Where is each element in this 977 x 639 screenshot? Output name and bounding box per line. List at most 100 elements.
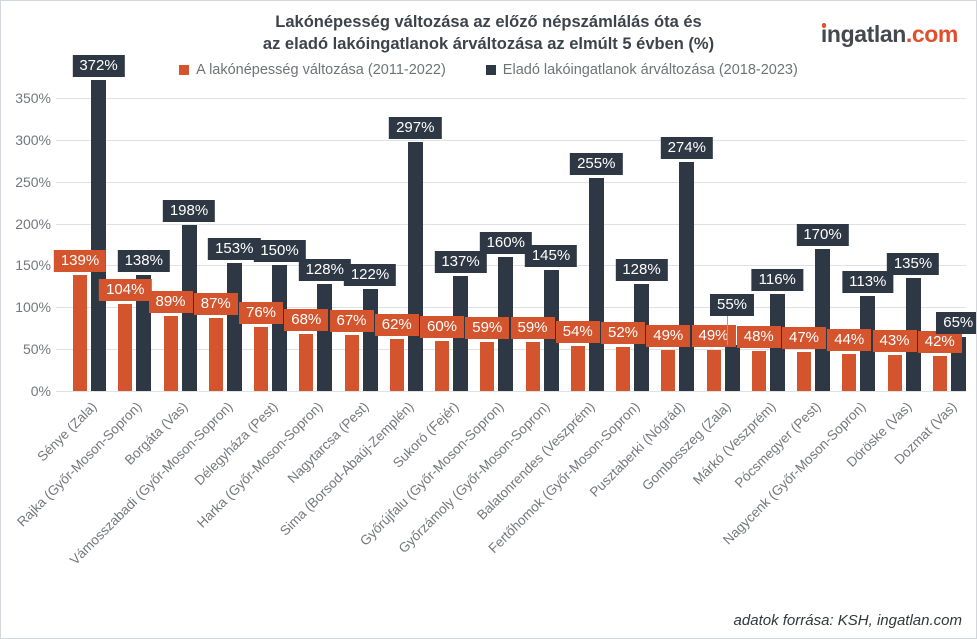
price-bar (226, 262, 242, 391)
x-axis-category-label: Győrújfalu (Győr-Moson-Sopron) (357, 399, 507, 549)
population-value-label: 43% (872, 330, 917, 352)
price-bar (407, 142, 423, 391)
population-bar (525, 341, 540, 391)
price-bar (724, 344, 740, 391)
price-value-label: 153% (208, 237, 261, 260)
x-axis-category-label: Győrzámoly (Győr-Moson-Sopron) (395, 399, 553, 557)
logo-tld: .com (905, 21, 958, 47)
x-axis-category-label: Döröske (Vas) (843, 399, 915, 470)
population-bar (661, 349, 676, 391)
price-bar (588, 177, 604, 391)
y-axis-tick-label: 350% (15, 90, 51, 106)
price-value-label: 255% (570, 152, 623, 175)
population-bar (163, 316, 178, 391)
y-axis-tick-label: 200% (15, 215, 51, 232)
population-bar (344, 334, 359, 391)
y-axis-tick-label: 150% (15, 257, 51, 274)
population-bar (254, 327, 268, 391)
y-axis-tick-label: 300% (15, 131, 51, 148)
x-axis-category-label: Gombosszeg (Zala) (638, 399, 734, 494)
x-axis-category-label: Nagycenk (Győr-Moson-Sopron) (720, 399, 869, 548)
price-value-label: 135% (886, 252, 940, 275)
population-value-label: 89% (148, 291, 193, 314)
x-axis-category-label: Harka (Győr-Moson-Sopron) (194, 399, 326, 531)
population-value-label: 54% (555, 320, 600, 343)
price-value-label: 128% (615, 258, 668, 281)
population-bar (570, 345, 585, 391)
x-axis-category-label: Márkó (Veszprém) (689, 399, 779, 488)
price-value-label: 198% (162, 200, 216, 223)
price-value-label: 372% (72, 54, 125, 77)
legend-label: A lakónépesség változása (2011-2022) (196, 62, 446, 78)
x-axis-category-label: Balatonrendes (Veszprém) (473, 399, 598, 523)
price-value-label: 122% (343, 263, 397, 286)
population-value-label: 67% (329, 309, 374, 332)
gridline (56, 98, 966, 99)
population-value-label: 60% (419, 315, 465, 338)
logo-i-dot-icon (821, 23, 827, 28)
data-source-note: adatok forrása: KSH, ingatlan.com (733, 612, 962, 629)
price-bar (91, 79, 106, 391)
legend-swatch-icon (179, 65, 190, 75)
price-value-label: 160% (479, 232, 532, 255)
price-bar (272, 265, 287, 391)
population-value-label: 52% (600, 322, 646, 345)
y-axis-tick-label: 100% (15, 299, 51, 316)
population-bar (73, 274, 87, 391)
x-axis-category-label: Délegyháza (Pest) (191, 399, 281, 489)
price-value-label: 297% (389, 117, 442, 140)
population-bar (480, 341, 495, 391)
population-value-label: 104% (99, 278, 152, 301)
population-value-label: 44% (827, 329, 872, 352)
x-axis-category-label: Vámosszabadi (Győr-Moson-Sopron) (66, 399, 236, 568)
population-value-label: 48% (736, 325, 781, 348)
population-value-label: 87% (193, 293, 238, 316)
price-value-label: 113% (842, 271, 894, 294)
y-axis-tick-label: 0% (30, 383, 51, 399)
population-value-label: 59% (465, 316, 510, 339)
population-value-label: 59% (510, 316, 555, 339)
population-value-label: 42% (917, 330, 962, 353)
gridline (56, 181, 966, 183)
x-axis-category-label: Nagytarcsa (Pest) (284, 399, 372, 487)
population-value-label: 68% (284, 309, 329, 332)
population-bar (932, 355, 947, 391)
x-axis-category-label: Pócsmegyer (Pest) (731, 399, 824, 491)
x-axis-category-label: Borgáta (Vas) (121, 399, 191, 468)
logo-i: ı (820, 21, 827, 47)
price-bar (136, 275, 152, 391)
population-value-label: 49% (691, 324, 736, 347)
population-bar (751, 350, 766, 391)
population-bar (208, 318, 223, 391)
price-value-label: 55% (709, 293, 755, 316)
price-bar (317, 283, 333, 391)
ingatlan-logo: ı ngatlan.com (820, 21, 958, 47)
x-axis-category-label: Pusztaberki (Nógrád) (587, 399, 688, 500)
population-value-label: 76% (238, 302, 284, 325)
x-axis-category-label: Fertőhomok (Győr-Moson-Sopron) (485, 399, 643, 557)
price-value-label: 150% (253, 240, 306, 263)
price-value-label: 274% (660, 136, 713, 159)
population-bar (389, 339, 404, 391)
population-value-label: 62% (374, 314, 419, 337)
x-axis-category-label: Sukoró (Fejér) (389, 399, 462, 471)
chart-title-line2: az eladó lakóingatlanok árváltozása az e… (262, 35, 715, 53)
price-value-label: 145% (524, 244, 578, 267)
gridline (56, 391, 966, 392)
population-bar (842, 354, 857, 391)
legend-item-population: A lakónépesség változása (2011-2022) (179, 62, 446, 78)
price-value-label: 138% (117, 250, 170, 273)
price-value-label: 137% (434, 251, 487, 274)
population-value-label: 49% (646, 324, 691, 347)
x-axis-category-label: Dozmat (Vas) (891, 399, 960, 468)
legend-label: Eladó lakóingatlanok árváltozása (2018-2… (502, 62, 798, 78)
price-value-label: 116% (751, 268, 803, 291)
price-value-label: 170% (796, 223, 849, 246)
x-axis-category-label: Sima (Borsod-Abaúj-Zemplén) (276, 399, 417, 539)
chart-legend: A lakónépesség változása (2011-2022) Elad… (1, 62, 976, 78)
chart-title-line1: Lakónépesség változása az előző népszáml… (275, 13, 702, 31)
population-value-label: 47% (781, 326, 827, 349)
y-axis-tick-label: 50% (22, 341, 51, 358)
legend-swatch-icon (485, 65, 496, 75)
